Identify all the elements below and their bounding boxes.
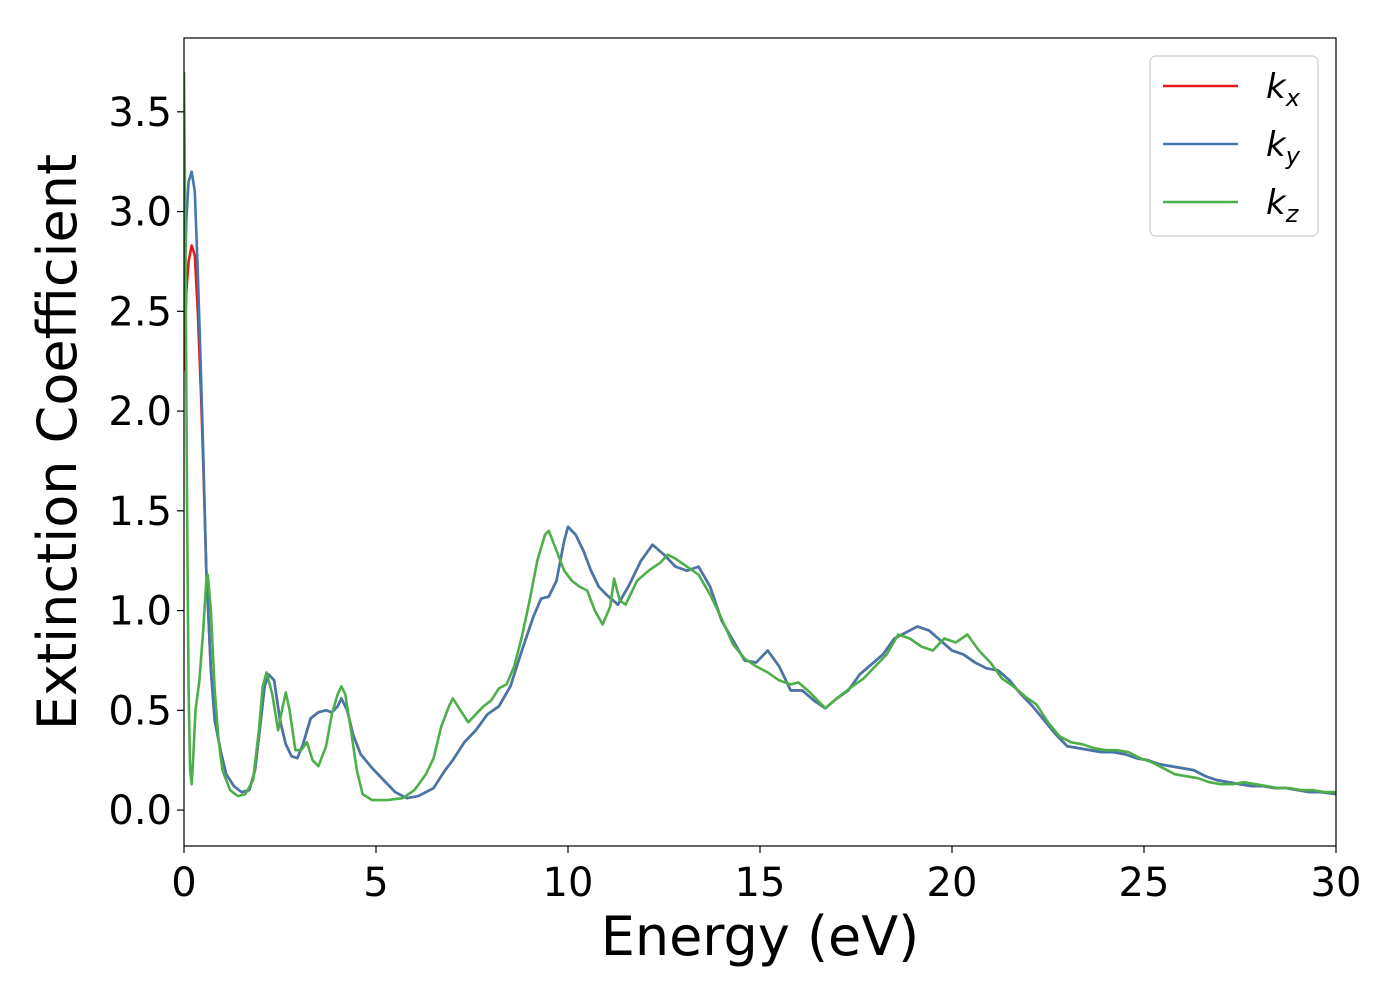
x-tick-label: 25 bbox=[1119, 860, 1170, 906]
legend-label-x: kx bbox=[1266, 67, 1301, 112]
x-tick-label: 30 bbox=[1311, 860, 1362, 906]
x-tick-label: 5 bbox=[363, 860, 388, 906]
y-axis-label: Extinction Coefficient bbox=[26, 154, 89, 730]
x-tick-label: 20 bbox=[927, 860, 978, 906]
y-tick-label: 2.0 bbox=[108, 389, 172, 435]
legend: kx ky kz bbox=[1149, 55, 1319, 237]
y-tick-label: 0.0 bbox=[108, 788, 172, 834]
x-tick-label: 0 bbox=[171, 860, 196, 906]
x-axis-label: Energy (eV) bbox=[601, 905, 920, 968]
y-axis: 0.0 0.5 1.0 1.5 2.0 2.5 3.0 3.5 bbox=[108, 90, 184, 834]
x-axis: 0 5 10 15 20 25 30 bbox=[171, 846, 1361, 906]
series-line-y bbox=[184, 170, 1336, 800]
y-tick-label: 2.5 bbox=[108, 289, 172, 335]
series-line-z bbox=[184, 71, 1336, 802]
x-tick-label: 10 bbox=[543, 860, 594, 906]
series-lines bbox=[184, 71, 1336, 802]
legend-label-y: ky bbox=[1266, 125, 1301, 170]
y-tick-label: 1.5 bbox=[108, 489, 172, 535]
x-tick-label: 15 bbox=[735, 860, 786, 906]
y-tick-label: 3.0 bbox=[108, 190, 172, 236]
y-tick-label: 0.5 bbox=[108, 688, 172, 734]
y-tick-label: 3.5 bbox=[108, 90, 172, 136]
y-tick-label: 1.0 bbox=[108, 589, 172, 635]
legend-box bbox=[1149, 55, 1319, 237]
legend-label-z: kz bbox=[1266, 183, 1300, 228]
